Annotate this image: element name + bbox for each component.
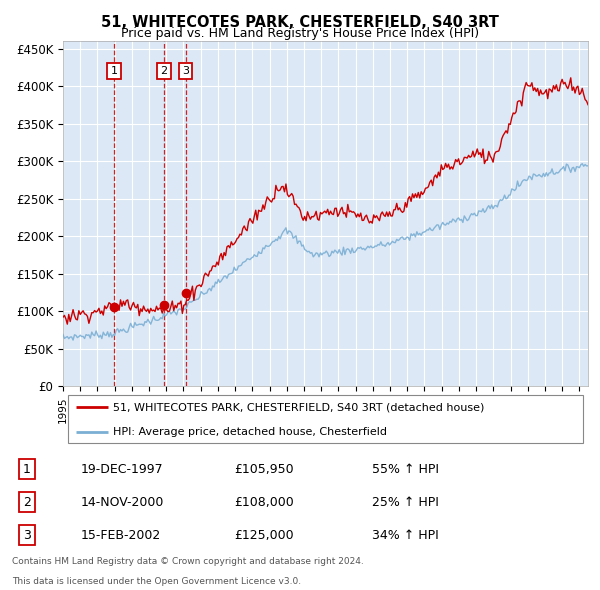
Text: 3: 3 — [23, 529, 31, 542]
Text: 19-DEC-1997: 19-DEC-1997 — [81, 463, 164, 476]
Text: 51, WHITECOTES PARK, CHESTERFIELD, S40 3RT: 51, WHITECOTES PARK, CHESTERFIELD, S40 3… — [101, 15, 499, 30]
Text: 55% ↑ HPI: 55% ↑ HPI — [372, 463, 439, 476]
Text: HPI: Average price, detached house, Chesterfield: HPI: Average price, detached house, Ches… — [113, 427, 387, 437]
Text: This data is licensed under the Open Government Licence v3.0.: This data is licensed under the Open Gov… — [12, 576, 301, 586]
Text: 34% ↑ HPI: 34% ↑ HPI — [372, 529, 439, 542]
Text: Price paid vs. HM Land Registry's House Price Index (HPI): Price paid vs. HM Land Registry's House … — [121, 27, 479, 40]
Text: 1: 1 — [110, 66, 118, 76]
Text: 14-NOV-2000: 14-NOV-2000 — [81, 496, 164, 509]
Text: £108,000: £108,000 — [234, 496, 294, 509]
Text: Contains HM Land Registry data © Crown copyright and database right 2024.: Contains HM Land Registry data © Crown c… — [12, 558, 364, 566]
Text: 51, WHITECOTES PARK, CHESTERFIELD, S40 3RT (detached house): 51, WHITECOTES PARK, CHESTERFIELD, S40 3… — [113, 402, 484, 412]
Text: 1: 1 — [23, 463, 31, 476]
Text: £125,000: £125,000 — [234, 529, 293, 542]
Text: 2: 2 — [160, 66, 167, 76]
Text: 2: 2 — [23, 496, 31, 509]
Text: 15-FEB-2002: 15-FEB-2002 — [81, 529, 161, 542]
Text: £105,950: £105,950 — [234, 463, 293, 476]
Text: 3: 3 — [182, 66, 189, 76]
Text: 25% ↑ HPI: 25% ↑ HPI — [372, 496, 439, 509]
